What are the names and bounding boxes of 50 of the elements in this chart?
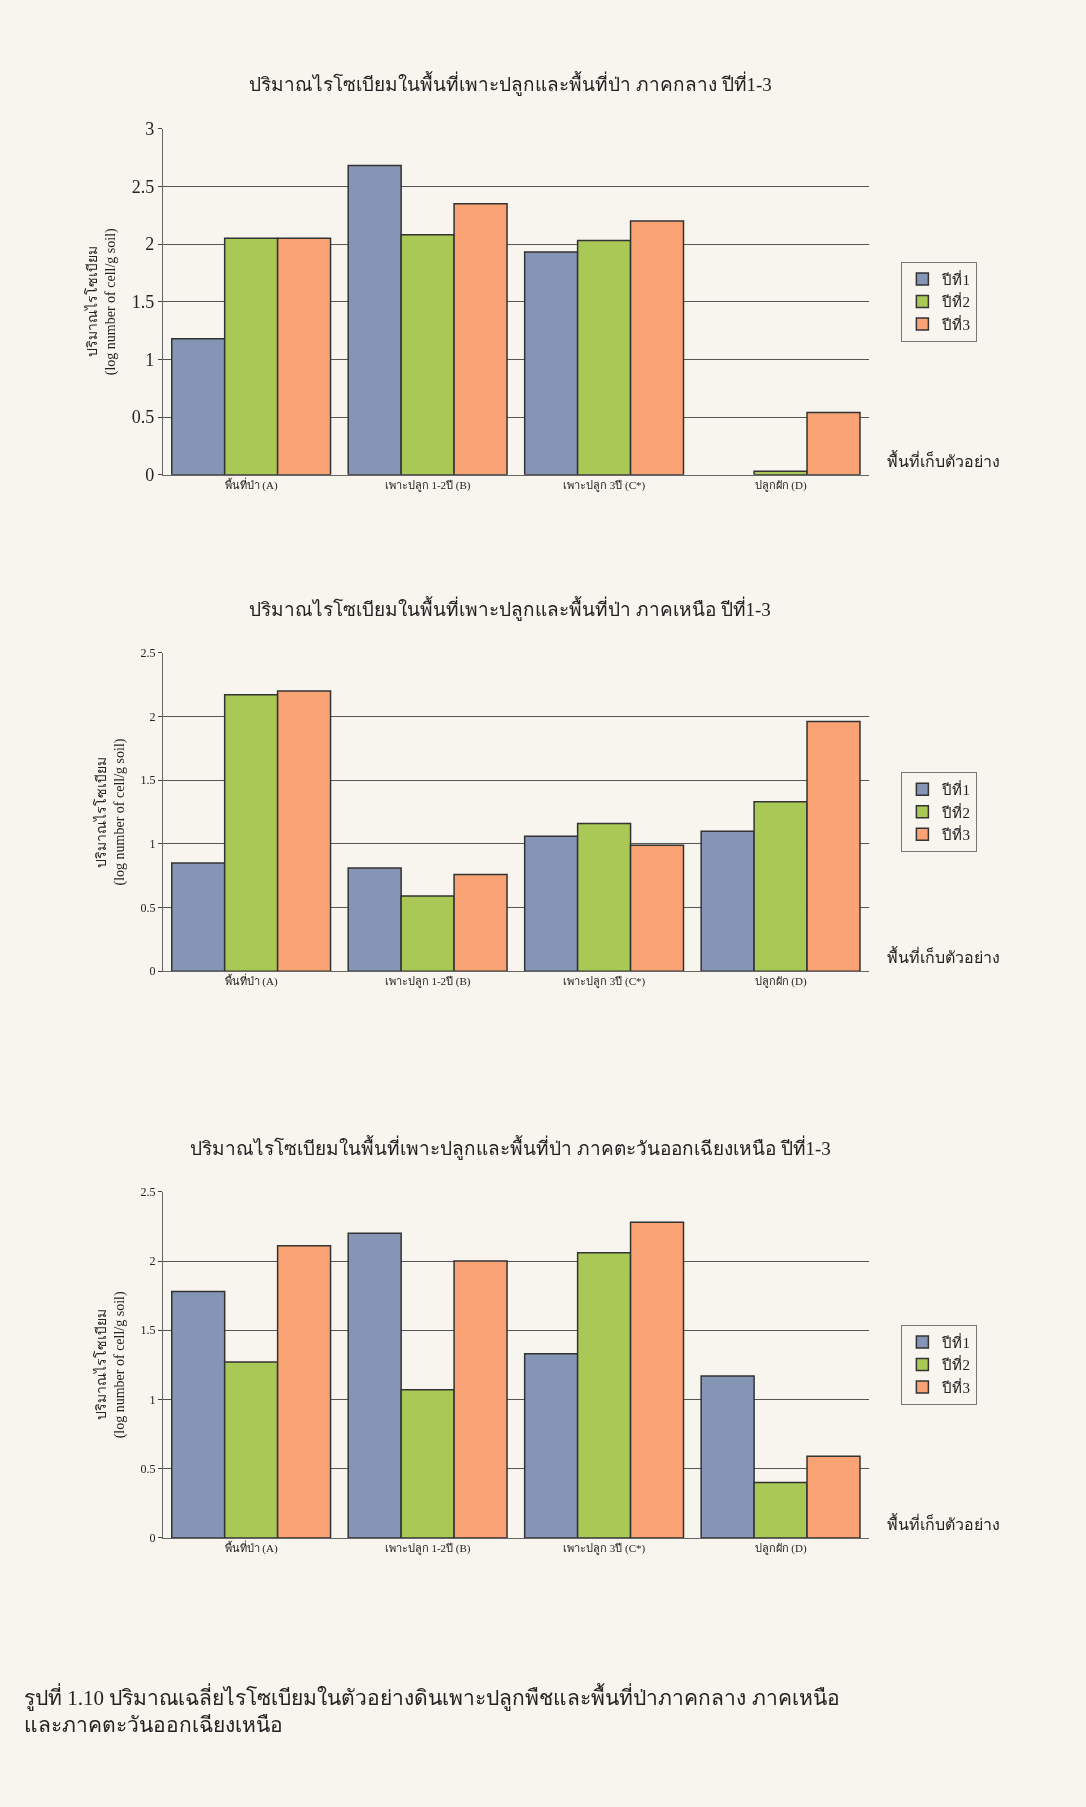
y-axis-title: ปริมาณไรโซเบียม (log number of cell/g soil) (92, 738, 129, 886)
y-tick-label: 0 (149, 1531, 156, 1546)
x-tick-label: ปลูกผัก (D) (754, 975, 807, 989)
x-tick-label: เพาะปลูก 3ปี (C*) (563, 479, 646, 492)
x-tick-label: เพาะปลูก 1-2ปี (B) (384, 479, 471, 492)
y-tick-label: 0.5 (131, 407, 155, 428)
y-axis-title: ปริมาณไรโซเบียม (log number of cell/g soil) (84, 227, 120, 376)
y-tick-label: 0 (145, 465, 155, 486)
legend-label: ปีที่2 (941, 1354, 970, 1374)
y-tick-label: 1.5 (140, 773, 156, 788)
x-tick-label: เพาะปลูก 1-2ปี (B) (384, 975, 471, 989)
y-tick-label: 2.5 (140, 1184, 156, 1199)
text: รูปที่ 1.10 ปริมาณเฉลี่ยไรโซเบียมในตัวอย่างดินเพาะปลูกพืชและพื้นที่ป่าภาคกลาง ภาคเหนือ และภาคตะวันออกเฉียงเหนือ (24, 1683, 840, 1738)
x-axis-title: พื้นที่เก็บตัวอย่าง (887, 450, 1000, 470)
y-tick-label: 2.5 (140, 646, 156, 661)
chart-title: ปริมาณไรโซเบียมในพื้นที่เพาะปลูกและพื้นที่ป่า ภาคตะวันออกเฉียงเหนือ ปีที่1-3 (190, 1135, 831, 1160)
y-tick-label: 1.5 (140, 1323, 156, 1338)
x-axis-title: พื้นที่เก็บตัวอย่าง (887, 946, 1000, 966)
y-tick-label: 2 (149, 1254, 156, 1269)
y-tick-label: 1 (149, 1392, 156, 1407)
y-tick-label: 3 (145, 118, 155, 139)
y-tick-label: 0 (149, 964, 156, 979)
x-tick-label: พื้นที่ป่า (A) (224, 973, 278, 989)
chart-title: ปริมาณไรโซเบียมในพื้นที่เพาะปลูกและพื้นที่ป่า ภาคกลาง ปีที่1-3 (249, 71, 772, 96)
y-tick-label: 0.5 (140, 900, 156, 915)
x-tick-label: ปลูกผัก (D) (754, 479, 807, 492)
x-tick-label: พื้นที่ป่า (A) (224, 1540, 278, 1556)
x-tick-label: เพาะปลูก 1-2ปี (B) (384, 1542, 471, 1556)
y-tick-label: 1.5 (131, 292, 155, 313)
x-tick-label: เพาะปลูก 3ปี (C*) (563, 975, 646, 989)
y-tick-label: 2.5 (131, 176, 155, 197)
y-tick-label: 1 (145, 349, 155, 370)
chart-title: ปริมาณไรโซเบียมในพื้นที่เพาะปลูกและพื้นที่ป่า ภาคเหนือ ปีที่1-3 (249, 596, 771, 621)
legend-label: ปีที่3 (941, 824, 970, 844)
x-tick-label: ปลูกผัก (D) (754, 1542, 807, 1556)
y-tick-label: 0.5 (140, 1461, 156, 1476)
legend-label: ปีที่1 (941, 268, 970, 288)
legend-label: ปีที่3 (941, 1376, 970, 1396)
legend-label: ปีที่1 (941, 779, 970, 799)
y-tick-label: 2 (145, 234, 155, 255)
legend-label: ปีที่2 (941, 801, 970, 821)
y-tick-label: 2 (149, 709, 156, 724)
x-tick-label: เพาะปลูก 3ปี (C*) (563, 1542, 646, 1556)
legend-label: ปีที่2 (941, 291, 970, 311)
x-tick-label: พื้นที่ป่า (A) (224, 477, 278, 492)
y-axis-title: ปริมาณไรโซเบียม (log number of cell/g soil) (92, 1291, 129, 1439)
x-axis-title: พื้นที่เก็บตัวอย่าง (887, 1513, 1000, 1533)
legend-label: ปีที่1 (941, 1331, 970, 1351)
legend-label: ปีที่3 (941, 313, 970, 333)
y-tick-label: 1 (149, 837, 156, 852)
